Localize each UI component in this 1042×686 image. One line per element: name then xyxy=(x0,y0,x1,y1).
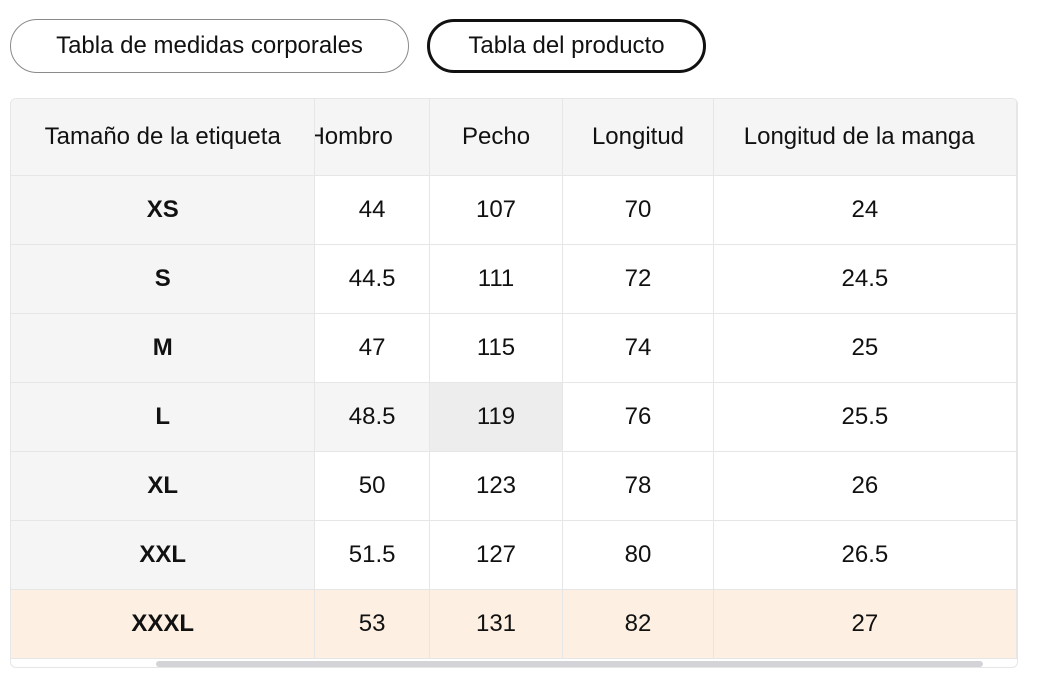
table-header-row: Tamaño de la etiqueta Hombro Pecho Longi… xyxy=(11,99,1017,176)
table-row: S 44.5 111 72 24.5 xyxy=(11,244,1017,314)
sleeve-length-cell: 26 xyxy=(713,451,1017,521)
shoulder-cell: 53 xyxy=(314,589,430,659)
table-row: M 47 115 74 25 xyxy=(11,313,1017,383)
size-label-cell: S xyxy=(11,244,316,314)
chest-cell: 107 xyxy=(429,175,564,245)
column-header-shoulder-text: Hombro xyxy=(314,123,393,150)
length-cell: 74 xyxy=(562,313,714,383)
length-cell: 72 xyxy=(562,244,714,314)
table-row: L 48.5 119 76 25.5 xyxy=(11,382,1017,452)
chest-cell: 131 xyxy=(429,589,564,659)
size-label-cell: L xyxy=(11,382,316,452)
table-row: XXL 51.5 127 80 26.5 xyxy=(11,520,1017,590)
column-header-chest: Pecho xyxy=(429,99,564,176)
length-cell: 80 xyxy=(562,520,714,590)
table-row: XL 50 123 78 26 xyxy=(11,451,1017,521)
size-label-cell: XXXL xyxy=(11,589,316,659)
table-row: XS 44 107 70 24 xyxy=(11,175,1017,245)
chest-cell: 111 xyxy=(429,244,564,314)
sleeve-length-cell: 25.5 xyxy=(713,382,1017,452)
size-label-cell: M xyxy=(11,313,316,383)
shoulder-cell: 44 xyxy=(314,175,430,245)
length-cell: 76 xyxy=(562,382,714,452)
chest-cell: 123 xyxy=(429,451,564,521)
size-label-cell: XXL xyxy=(11,520,316,590)
length-cell: 82 xyxy=(562,589,714,659)
size-label-cell: XS xyxy=(11,175,316,245)
column-header-sleeve-length: Longitud de la manga xyxy=(713,99,1017,176)
chest-cell: 127 xyxy=(429,520,564,590)
size-table-container: Tamaño de la etiqueta Hombro Pecho Longi… xyxy=(10,98,1018,668)
column-header-label-size: Tamaño de la etiqueta xyxy=(11,99,316,176)
size-label-cell: XL xyxy=(11,451,316,521)
size-table: Tamaño de la etiqueta Hombro Pecho Longi… xyxy=(11,99,1017,659)
shoulder-cell: 47 xyxy=(314,313,430,383)
chart-tabs: Tabla de medidas corporales Tabla del pr… xyxy=(10,19,706,73)
tab-body-measurements[interactable]: Tabla de medidas corporales xyxy=(10,19,409,73)
chest-cell: 115 xyxy=(429,313,564,383)
sleeve-length-cell: 24.5 xyxy=(713,244,1017,314)
horizontal-scrollbar[interactable] xyxy=(156,661,983,667)
column-header-length: Longitud xyxy=(562,99,714,176)
sleeve-length-cell: 25 xyxy=(713,313,1017,383)
length-cell: 70 xyxy=(562,175,714,245)
sleeve-length-cell: 27 xyxy=(713,589,1017,659)
sleeve-length-cell: 24 xyxy=(713,175,1017,245)
shoulder-cell: 44.5 xyxy=(314,244,430,314)
column-header-shoulder: Hombro xyxy=(314,99,430,176)
table-row-highlighted: XXXL 53 131 82 27 xyxy=(11,589,1017,659)
shoulder-cell: 48.5 xyxy=(314,382,430,452)
sleeve-length-cell: 26.5 xyxy=(713,520,1017,590)
length-cell: 78 xyxy=(562,451,714,521)
size-table-viewport[interactable]: Tamaño de la etiqueta Hombro Pecho Longi… xyxy=(11,99,1017,661)
chest-cell: 119 xyxy=(429,382,564,452)
shoulder-cell: 50 xyxy=(314,451,430,521)
tab-product-table[interactable]: Tabla del producto xyxy=(427,19,706,73)
shoulder-cell: 51.5 xyxy=(314,520,430,590)
